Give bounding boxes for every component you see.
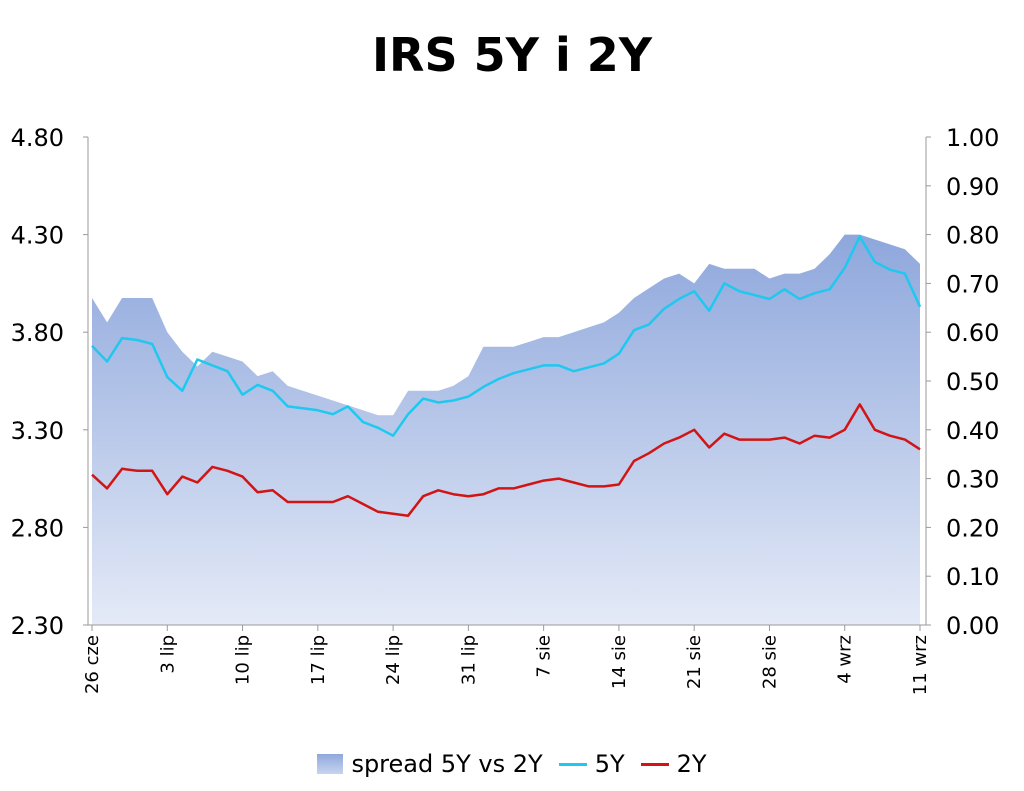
right-tick-label: 0.60 [946,319,999,347]
x-tick-label: 26 cze [82,635,103,694]
left-tick-label: 3.30 [11,417,64,445]
x-tick-label: 4 wrz [835,635,856,684]
legend-item-spread: spread 5Y vs 2Y [317,750,543,778]
legend-label-5y: 5Y [594,750,625,778]
legend-item-5y: 5Y [558,750,625,778]
right-tick-label: 0.40 [946,417,999,445]
right-tick-label: 0.30 [946,466,999,494]
left-tick-label: 3.80 [11,319,64,347]
legend-swatch-2y [640,762,669,766]
series-line-5y [91,235,922,437]
right-tick-label: 0.90 [946,173,999,201]
right-tick-label: 0.50 [946,368,999,396]
right-tick-label: 0.70 [946,270,999,298]
x-tick-label: 21 sie [684,635,705,689]
x-tick-label: 17 lip [308,635,329,685]
legend-swatch-spread [317,754,344,774]
x-tick-label: 24 lip [383,635,404,685]
legend-swatch-5y [558,762,587,766]
series-line-2y [91,403,921,517]
x-tick-label: 28 sie [760,635,781,689]
legend-label-spread: spread 5Y vs 2Y [351,750,543,778]
x-tick-label: 11 wrz [910,635,931,695]
x-tick-label: 10 lip [233,635,254,685]
x-tick-label: 3 lip [157,635,178,674]
right-tick-label: 0.10 [946,563,999,591]
x-tick-label: 31 lip [458,635,479,685]
legend-item-2y: 2Y [640,750,707,778]
left-tick-label: 4.80 [11,124,64,152]
legend-label-2y: 2Y [676,750,707,778]
right-tick-label: 1.00 [946,124,999,152]
left-tick-label: 2.80 [11,514,64,542]
x-tick-label: 14 sie [609,635,630,689]
right-tick-label: 0.80 [946,222,999,250]
x-tick-label: 7 sie [534,635,555,678]
legend: spread 5Y vs 2Y 5Y 2Y [0,750,1024,778]
left-tick-label: 4.30 [11,222,64,250]
series-area-spread [92,234,920,625]
right-tick-label: 0.00 [946,612,999,640]
left-tick-label: 2.30 [11,612,64,640]
right-tick-label: 0.20 [946,514,999,542]
chart-title: IRS 5Y i 2Y [371,28,653,82]
